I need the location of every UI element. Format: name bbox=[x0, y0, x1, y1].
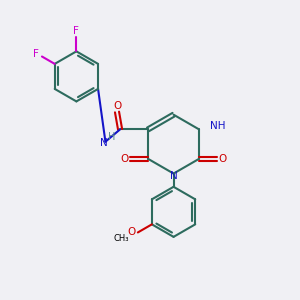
Text: F: F bbox=[74, 26, 79, 36]
Text: NH: NH bbox=[210, 121, 226, 131]
Text: H: H bbox=[108, 132, 115, 142]
Text: CH₃: CH₃ bbox=[114, 234, 129, 243]
Text: O: O bbox=[127, 227, 136, 237]
Text: N: N bbox=[170, 171, 177, 181]
Text: F: F bbox=[33, 49, 39, 58]
Text: O: O bbox=[218, 154, 227, 164]
Text: O: O bbox=[120, 154, 129, 164]
Text: N: N bbox=[100, 138, 108, 148]
Text: O: O bbox=[113, 101, 122, 111]
